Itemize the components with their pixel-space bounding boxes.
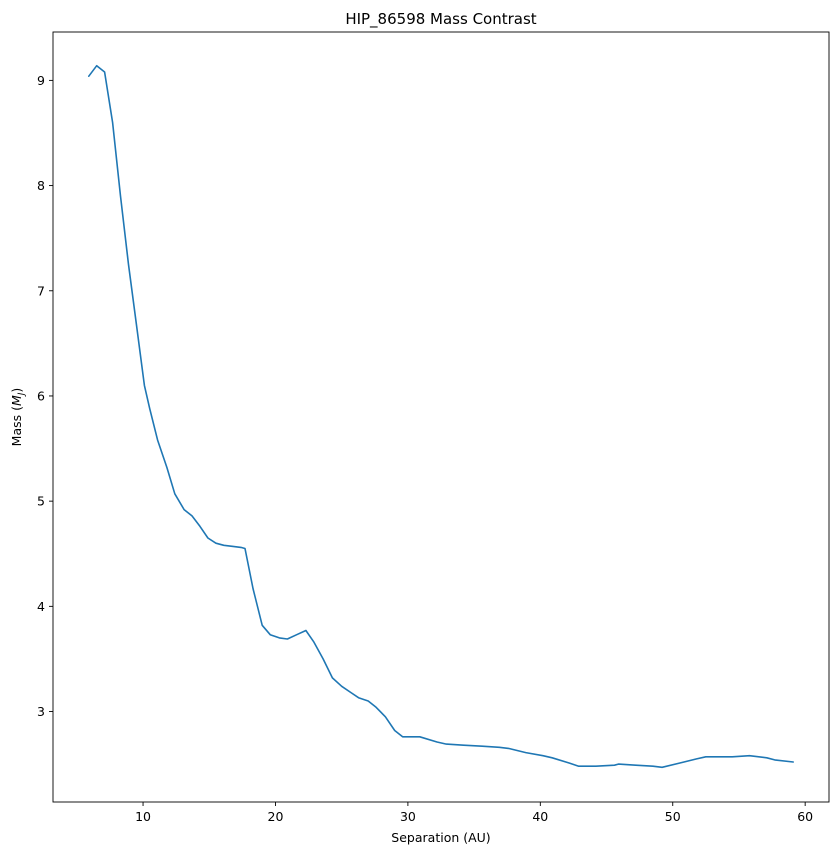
y-tick-label: 7 [37, 283, 45, 298]
y-axis-label: Mass (MJ) [9, 388, 27, 447]
y-tick-label: 8 [37, 178, 45, 193]
y-tick-label: 5 [37, 494, 45, 509]
plot-area [53, 32, 829, 802]
x-tick-label: 50 [665, 809, 681, 824]
x-tick-label: 20 [268, 809, 284, 824]
y-tick-label: 3 [37, 704, 45, 719]
x-axis-label: Separation (AU) [391, 830, 490, 845]
y-axis: 3 4 5 6 7 8 9 [37, 73, 53, 719]
x-tick-label: 60 [797, 809, 813, 824]
chart-title: HIP_86598 Mass Contrast [345, 10, 536, 29]
plot-frame [52, 31, 830, 803]
x-axis: 10 20 30 40 50 60 [135, 802, 813, 824]
y-tick-label: 9 [37, 73, 45, 88]
x-tick-label: 40 [532, 809, 548, 824]
y-tick-label: 6 [37, 388, 45, 403]
y-tick-label: 4 [37, 599, 45, 614]
x-tick-label: 10 [135, 809, 151, 824]
series-line [88, 64, 794, 769]
x-tick-label: 30 [400, 809, 416, 824]
